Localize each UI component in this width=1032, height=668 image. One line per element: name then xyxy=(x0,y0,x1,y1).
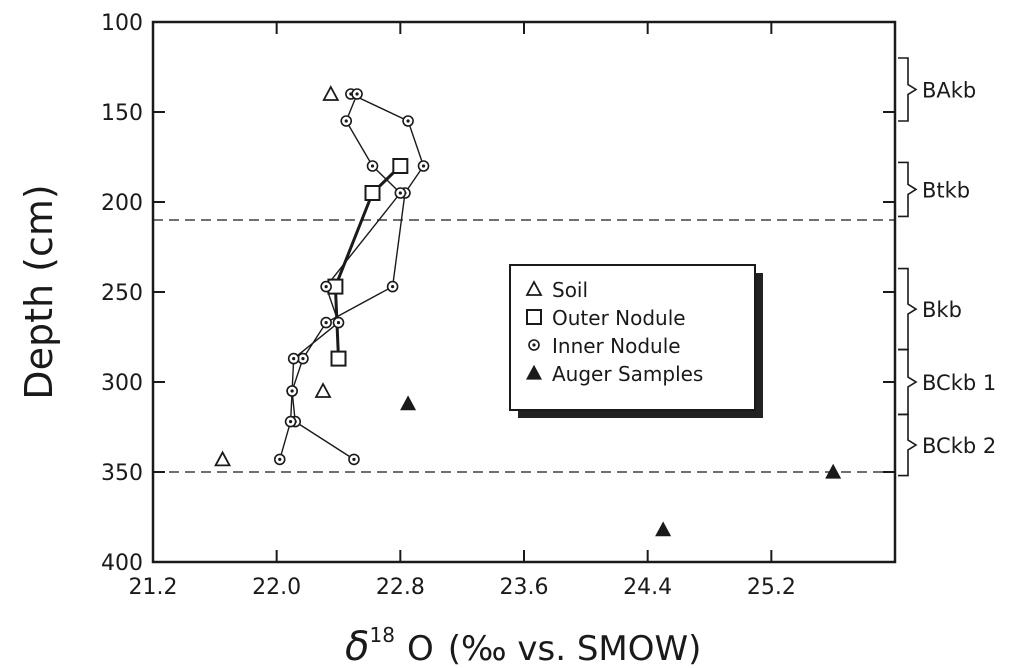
x-tick-label: 25.2 xyxy=(747,575,796,600)
x-tick-label: 22.0 xyxy=(252,575,301,600)
y-tick-label: 200 xyxy=(101,191,143,216)
y-tick-label: 300 xyxy=(101,371,143,396)
legend-box xyxy=(509,264,756,411)
marker-dot xyxy=(336,321,341,325)
legend-marker xyxy=(525,280,543,296)
inner-nodule-point xyxy=(386,280,399,293)
inner-nodule-point xyxy=(286,385,298,397)
x-axis-title-superscript: 18 xyxy=(369,623,394,647)
y-tick-label: 350 xyxy=(101,461,143,486)
axis-labels: Depth (cm) δ18 O (‰ vs. SMOW) xyxy=(17,184,701,668)
soil-point xyxy=(314,382,332,398)
x-tick-label: 22.8 xyxy=(376,575,425,600)
soil-point xyxy=(214,450,232,467)
horizon-bracket xyxy=(898,57,918,122)
horizon-brackets: BAkb Btkb Bkb BCkb 1 BCkb 2 xyxy=(898,57,996,477)
inner-nodule-point xyxy=(394,187,407,199)
inner-nodule-point xyxy=(366,160,379,172)
y-tick-label: 150 xyxy=(101,101,143,126)
x-axis-ticks: 21.2 22.0 22.8 23.6 24.4 25.2 xyxy=(129,22,796,600)
inner-nodule-point xyxy=(320,316,332,329)
marker-dot xyxy=(391,285,395,289)
inner-nodule-line xyxy=(279,93,401,460)
marker-dot xyxy=(406,119,410,123)
horizon-label: BAkb xyxy=(922,79,976,103)
inner-nodule-point xyxy=(287,352,300,365)
marker-dot xyxy=(288,420,293,424)
x-axis-title-main: O xyxy=(407,629,434,668)
marker-dot xyxy=(292,357,296,361)
reference-lines xyxy=(153,219,895,473)
legend-marker xyxy=(525,364,543,380)
marker-dot xyxy=(355,92,359,96)
x-tick-label: 24.4 xyxy=(623,575,672,600)
y-tick-label: 400 xyxy=(101,551,143,576)
data-markers xyxy=(214,85,842,537)
marker-dot xyxy=(352,457,356,461)
horizon-bracket xyxy=(898,267,918,351)
y-tick-label: 100 xyxy=(101,11,143,36)
x-axis-title: δ18 O (‰ vs. SMOW) xyxy=(345,623,701,668)
inner-nodule-point xyxy=(417,160,430,172)
marker-dot xyxy=(324,285,328,289)
inner-nodule-point xyxy=(351,88,363,100)
inner-nodule-point xyxy=(348,453,360,466)
horizon-label: Btkb xyxy=(922,178,970,202)
marker-dot xyxy=(344,119,348,123)
legend-label: Auger Samples xyxy=(552,362,703,386)
horizon-label: BCkb 1 xyxy=(922,371,996,395)
inner-nodule-point xyxy=(332,316,345,329)
marker-dot xyxy=(398,191,402,195)
horizon-bracket xyxy=(898,161,918,218)
legend-marker xyxy=(526,309,542,325)
legend-label: Inner Nodule xyxy=(552,334,681,358)
inner-nodule-point xyxy=(273,453,286,466)
series-lines xyxy=(279,93,425,460)
marker-dot xyxy=(324,321,328,325)
inner-nodule-point xyxy=(320,280,332,293)
legend-label: Outer Nodule xyxy=(552,306,686,330)
marker-dot xyxy=(421,164,426,168)
y-axis-title: Depth (cm) xyxy=(17,184,61,399)
marker-dot xyxy=(290,389,294,393)
auger-samples-point xyxy=(825,463,842,479)
marker-dot xyxy=(301,357,305,361)
inner-nodule-line xyxy=(291,93,425,460)
horizon-label: BCkb 2 xyxy=(922,434,996,458)
x-axis-title-unit: (‰ vs. SMOW) xyxy=(448,629,702,668)
y-axis-ticks: 100 150 200 250 300 350 400 xyxy=(101,11,895,576)
legend-marker xyxy=(528,339,540,351)
auger-samples-point xyxy=(655,521,672,537)
marker-dot xyxy=(278,457,282,461)
inner-nodule-point xyxy=(284,415,297,428)
x-axis-title-delta: δ xyxy=(345,624,369,668)
marker-dot xyxy=(370,164,375,168)
inner-nodule-point xyxy=(402,115,414,127)
marker-dot xyxy=(532,343,536,347)
outer-nodule-point xyxy=(364,185,381,201)
outer-nodule-point xyxy=(330,350,347,367)
y-tick-label: 250 xyxy=(101,281,143,306)
horizon-label: Bkb xyxy=(922,298,962,322)
x-tick-label: 23.6 xyxy=(500,575,549,600)
outer-nodule-point xyxy=(392,158,409,174)
auger-samples-point xyxy=(400,395,417,411)
legend: Soil Outer Nodule Inner Nodule Auger Sample… xyxy=(509,264,763,418)
x-tick-label: 21.2 xyxy=(129,575,178,600)
horizon-bracket xyxy=(898,348,918,416)
horizon-bracket xyxy=(898,413,918,477)
legend-label: Soil xyxy=(552,278,588,302)
soil-point xyxy=(322,85,340,101)
inner-nodule-point xyxy=(340,115,353,127)
